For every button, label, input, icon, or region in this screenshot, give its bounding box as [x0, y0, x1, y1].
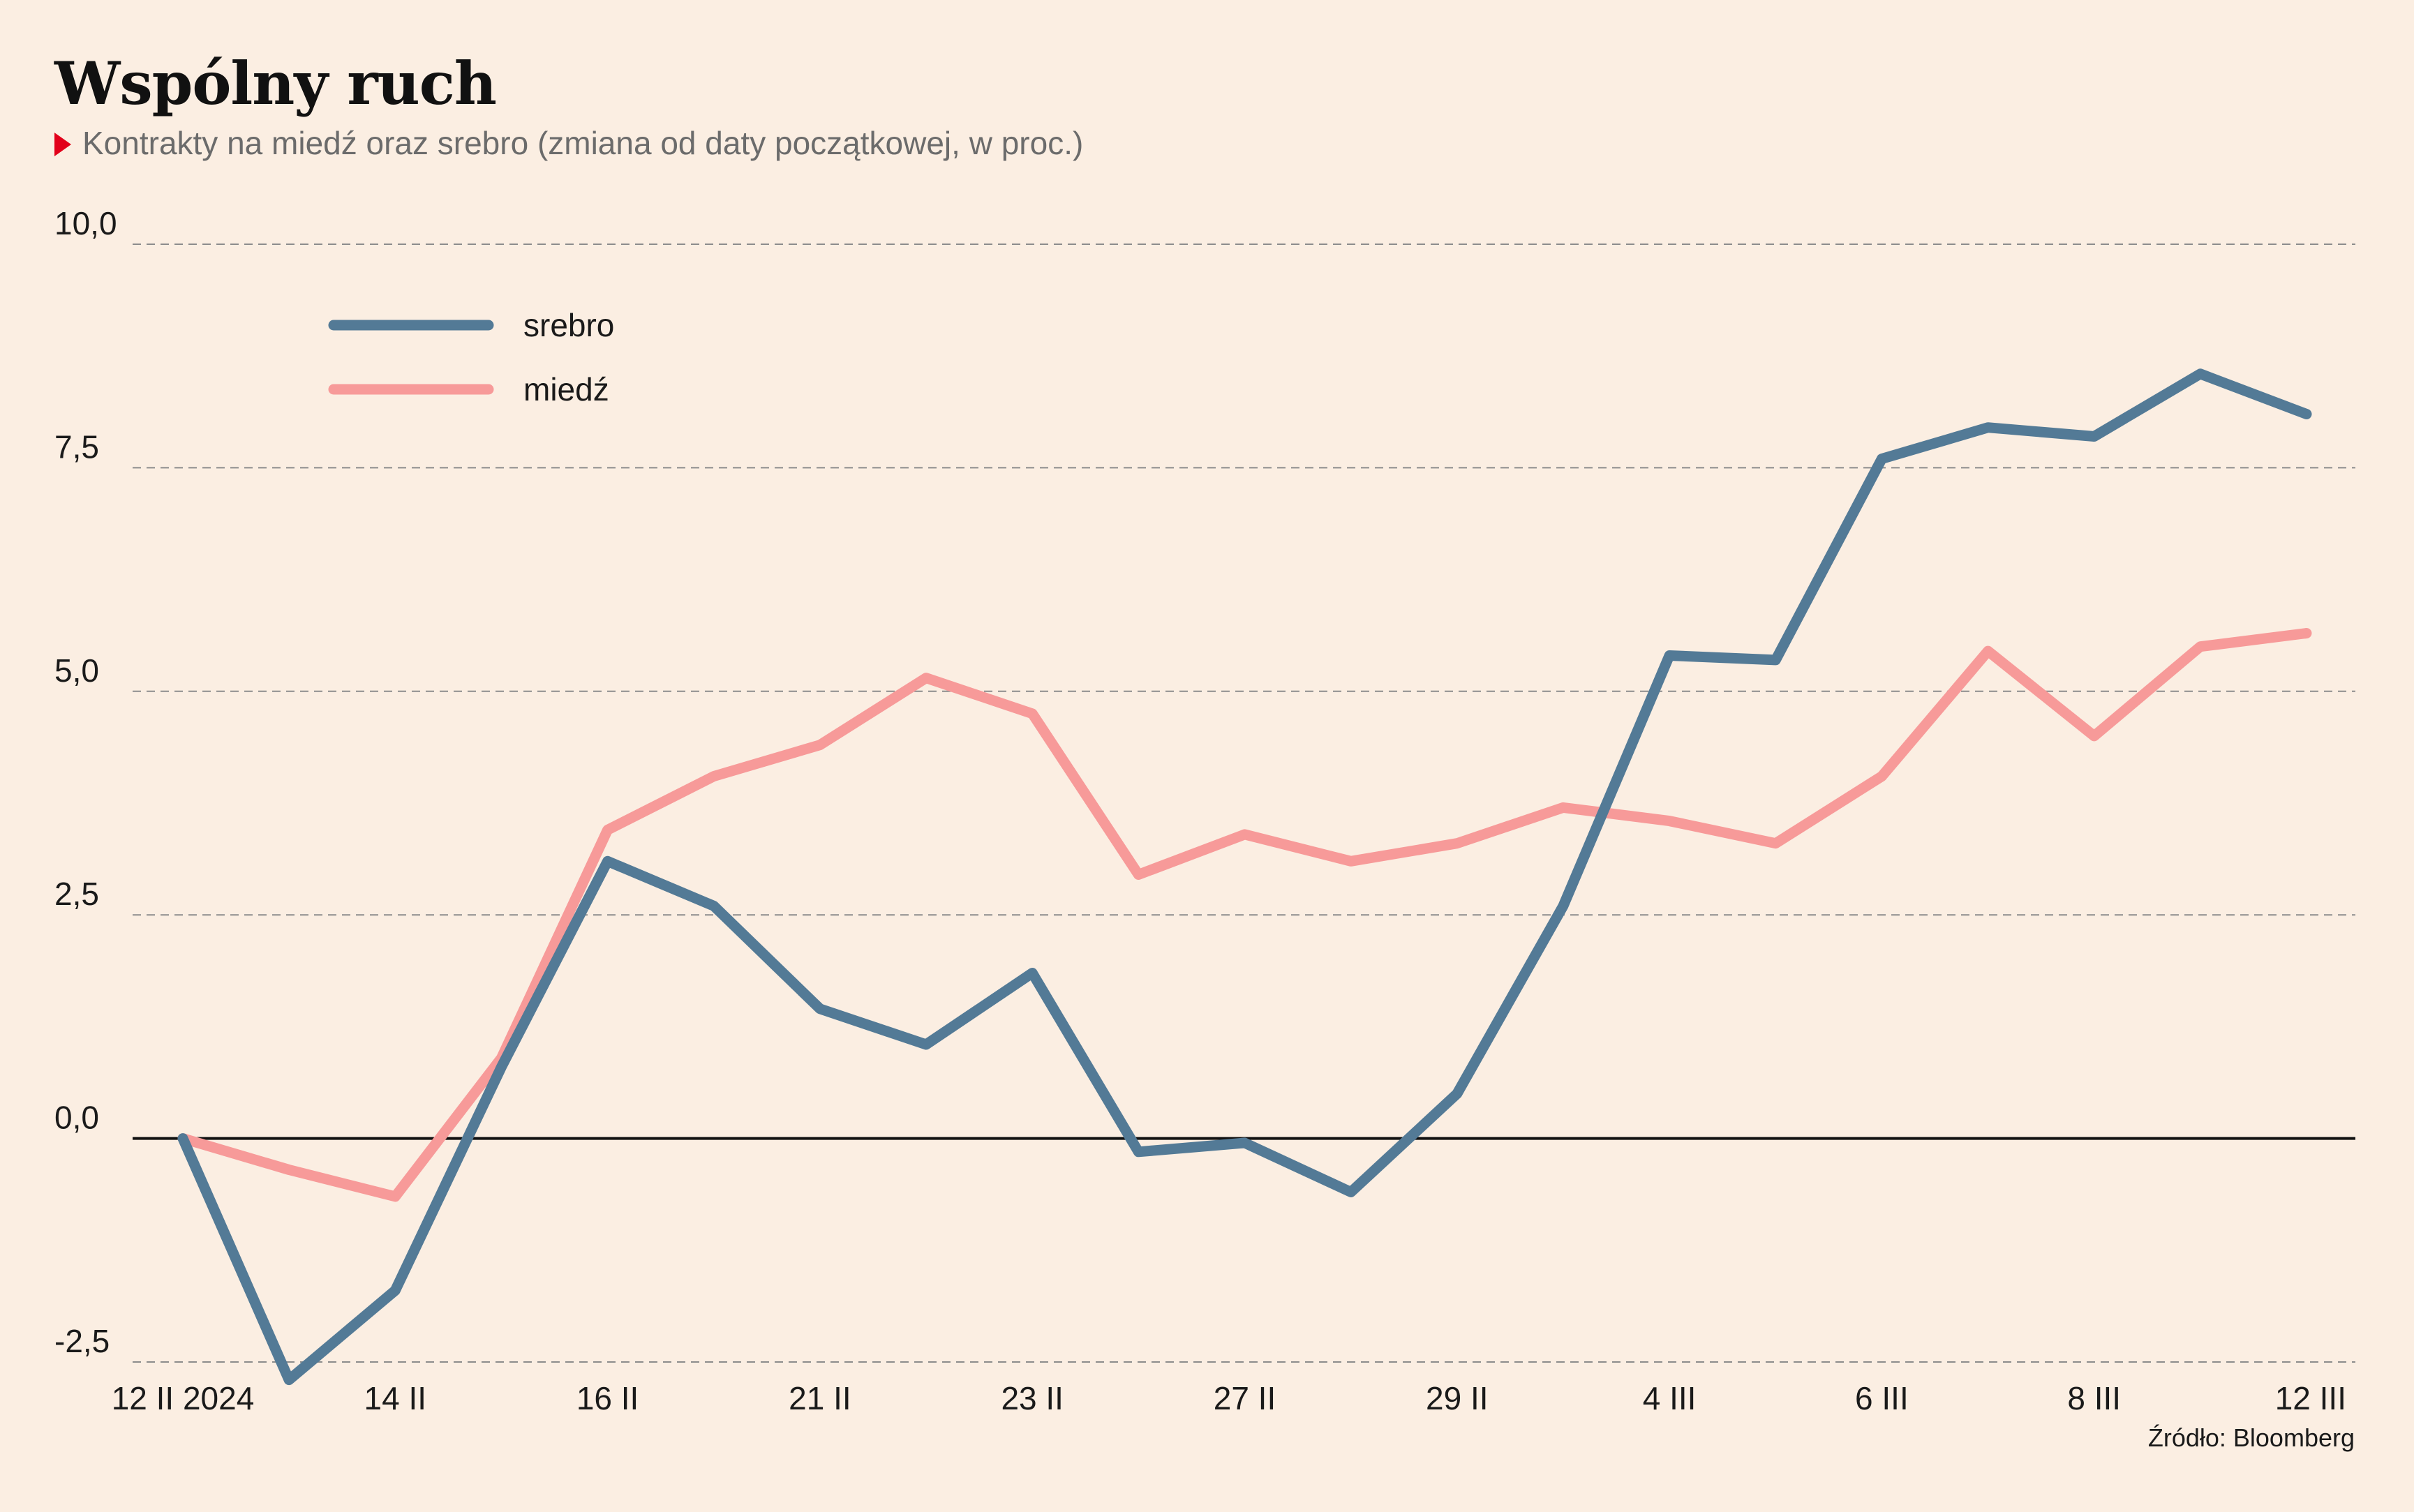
series-lines — [177, 368, 2312, 1386]
data-point — [1031, 972, 1034, 974]
data-point — [1562, 905, 1564, 907]
data-point — [1350, 1191, 1352, 1193]
data-point — [1031, 712, 1034, 714]
data-point — [1244, 1142, 1246, 1144]
data-point — [2093, 735, 2095, 737]
data-point — [1881, 775, 1883, 777]
data-point — [1350, 860, 1352, 862]
legend-label: srebro — [523, 307, 614, 343]
x-tick-label: 21 II — [789, 1380, 851, 1416]
data-point — [1881, 458, 1883, 460]
data-point — [713, 905, 715, 907]
data-point — [1244, 833, 1246, 835]
data-point — [606, 829, 609, 831]
gridlines — [133, 244, 2355, 1363]
y-tick-label: 5,0 — [54, 652, 99, 689]
y-axis-tick-labels: 10,0 7,5 5,0 2,5 0,0 -2,5 — [54, 205, 117, 1359]
x-tick-label: 4 III — [1643, 1380, 1697, 1416]
data-point — [288, 1379, 290, 1381]
data-point — [1138, 1151, 1140, 1153]
data-point — [394, 1289, 396, 1292]
y-tick-label: 0,0 — [54, 1100, 99, 1136]
data-point — [1456, 842, 1458, 844]
data-point — [1456, 1093, 1458, 1095]
data-point — [394, 1195, 396, 1197]
x-tick-label: 14 II — [364, 1380, 427, 1416]
legend: srebro miedź — [328, 307, 614, 407]
legend-item: miedź — [328, 371, 609, 407]
source-note: Źródło: Bloomberg — [2147, 1423, 2355, 1452]
chart-title: Wspólny ruch — [54, 49, 497, 118]
data-point — [925, 1044, 927, 1046]
x-tick-label: 27 II — [1214, 1380, 1276, 1416]
y-tick-label: -2,5 — [54, 1323, 110, 1359]
y-tick-label: 7,5 — [54, 428, 99, 465]
data-point — [1562, 807, 1564, 809]
y-tick-label: 10,0 — [54, 205, 117, 241]
x-tick-label: 12 III — [2275, 1380, 2346, 1416]
data-point — [288, 1169, 290, 1171]
series-silver — [177, 368, 2312, 1386]
data-point — [1669, 820, 1671, 822]
y-tick-label: 2,5 — [54, 876, 99, 912]
x-tick-label: 29 II — [1426, 1380, 1489, 1416]
data-point — [925, 677, 927, 679]
x-tick-label: 8 III — [2067, 1380, 2121, 1416]
x-tick-label: 16 II — [576, 1380, 639, 1416]
chart-subtitle-text: Kontrakty na miedź oraz srebro (zmiana o… — [82, 125, 1084, 161]
data-point — [1775, 842, 1777, 844]
data-point — [606, 860, 609, 862]
triangle-marker-icon — [54, 133, 71, 156]
data-point — [2199, 645, 2201, 648]
data-point — [713, 775, 715, 777]
data-point — [1775, 659, 1777, 661]
data-point — [819, 744, 821, 746]
series-line — [177, 368, 2312, 1386]
data-point — [2306, 413, 2307, 415]
data-point — [2199, 373, 2201, 375]
data-point — [182, 1137, 184, 1139]
x-tick-label: 23 II — [1001, 1380, 1064, 1416]
data-point — [2306, 632, 2307, 634]
data-point — [1669, 654, 1671, 657]
chart-subtitle: Kontrakty na miedź oraz srebro (zmiana o… — [54, 124, 1083, 162]
legend-label: miedź — [523, 371, 609, 407]
data-point — [500, 1066, 502, 1068]
data-point — [1138, 874, 1140, 876]
data-point — [1987, 426, 1989, 428]
data-point — [2093, 435, 2095, 437]
data-point — [1987, 650, 1989, 652]
data-point — [819, 1008, 821, 1010]
x-tick-label: 6 III — [1855, 1380, 1909, 1416]
legend-item: srebro — [328, 307, 614, 343]
x-tick-label: 12 II 2024 — [112, 1380, 255, 1416]
x-axis-tick-labels: 12 II 2024 14 II 16 II 21 II 23 II 27 II 29 II… — [112, 1380, 2346, 1416]
